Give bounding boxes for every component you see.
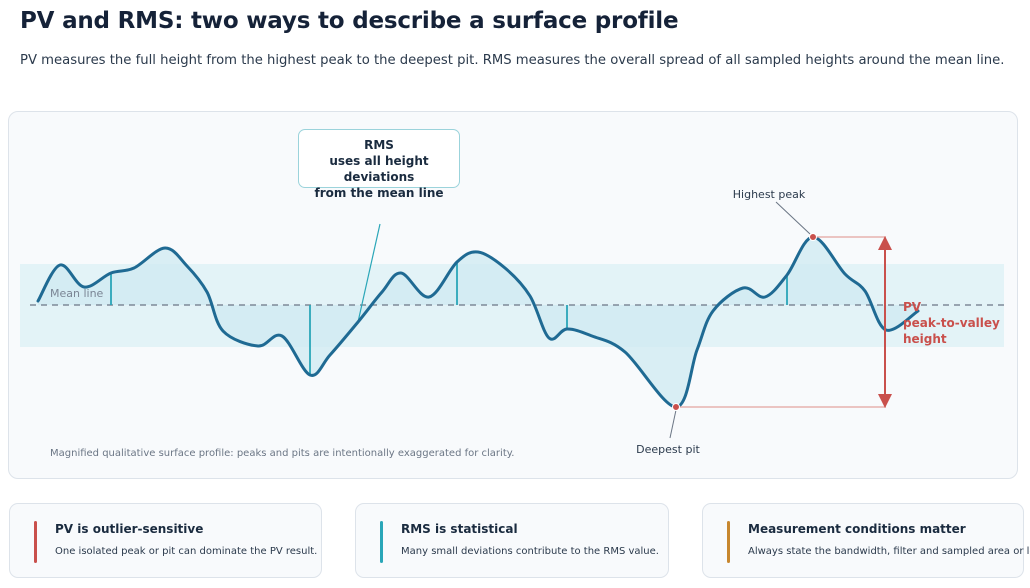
card-rms-statistical: RMS is statistical Many small deviations… — [355, 503, 669, 578]
card-text: Many small deviations contribute to the … — [401, 546, 659, 557]
card-measurement-conditions: Measurement conditions matter Always sta… — [702, 503, 1030, 578]
card-accent-bar — [34, 521, 37, 563]
card-text: One isolated peak or pit can dominate th… — [55, 546, 318, 557]
rms-callout-line: RMS — [364, 138, 394, 152]
card-title: RMS is statistical — [401, 522, 518, 536]
rms-callout: RMS uses all height deviations from the … — [298, 129, 460, 200]
rms-callout-line: from the mean line — [314, 186, 444, 200]
rms-callout-line: uses all height deviations — [329, 154, 429, 184]
card-accent-bar — [727, 521, 730, 563]
card-title: Measurement conditions matter — [748, 522, 966, 536]
card-text: Always state the bandwidth, filter and s… — [748, 546, 1030, 557]
card-accent-bar — [380, 521, 383, 563]
card-pv-outlier: PV is outlier-sensitive One isolated pea… — [9, 503, 322, 578]
page-title: PV and RMS: two ways to describe a surfa… — [20, 8, 679, 34]
profile-panel — [8, 111, 1018, 479]
page-subtitle: PV measures the full height from the hig… — [20, 53, 1005, 68]
card-title: PV is outlier-sensitive — [55, 522, 204, 536]
